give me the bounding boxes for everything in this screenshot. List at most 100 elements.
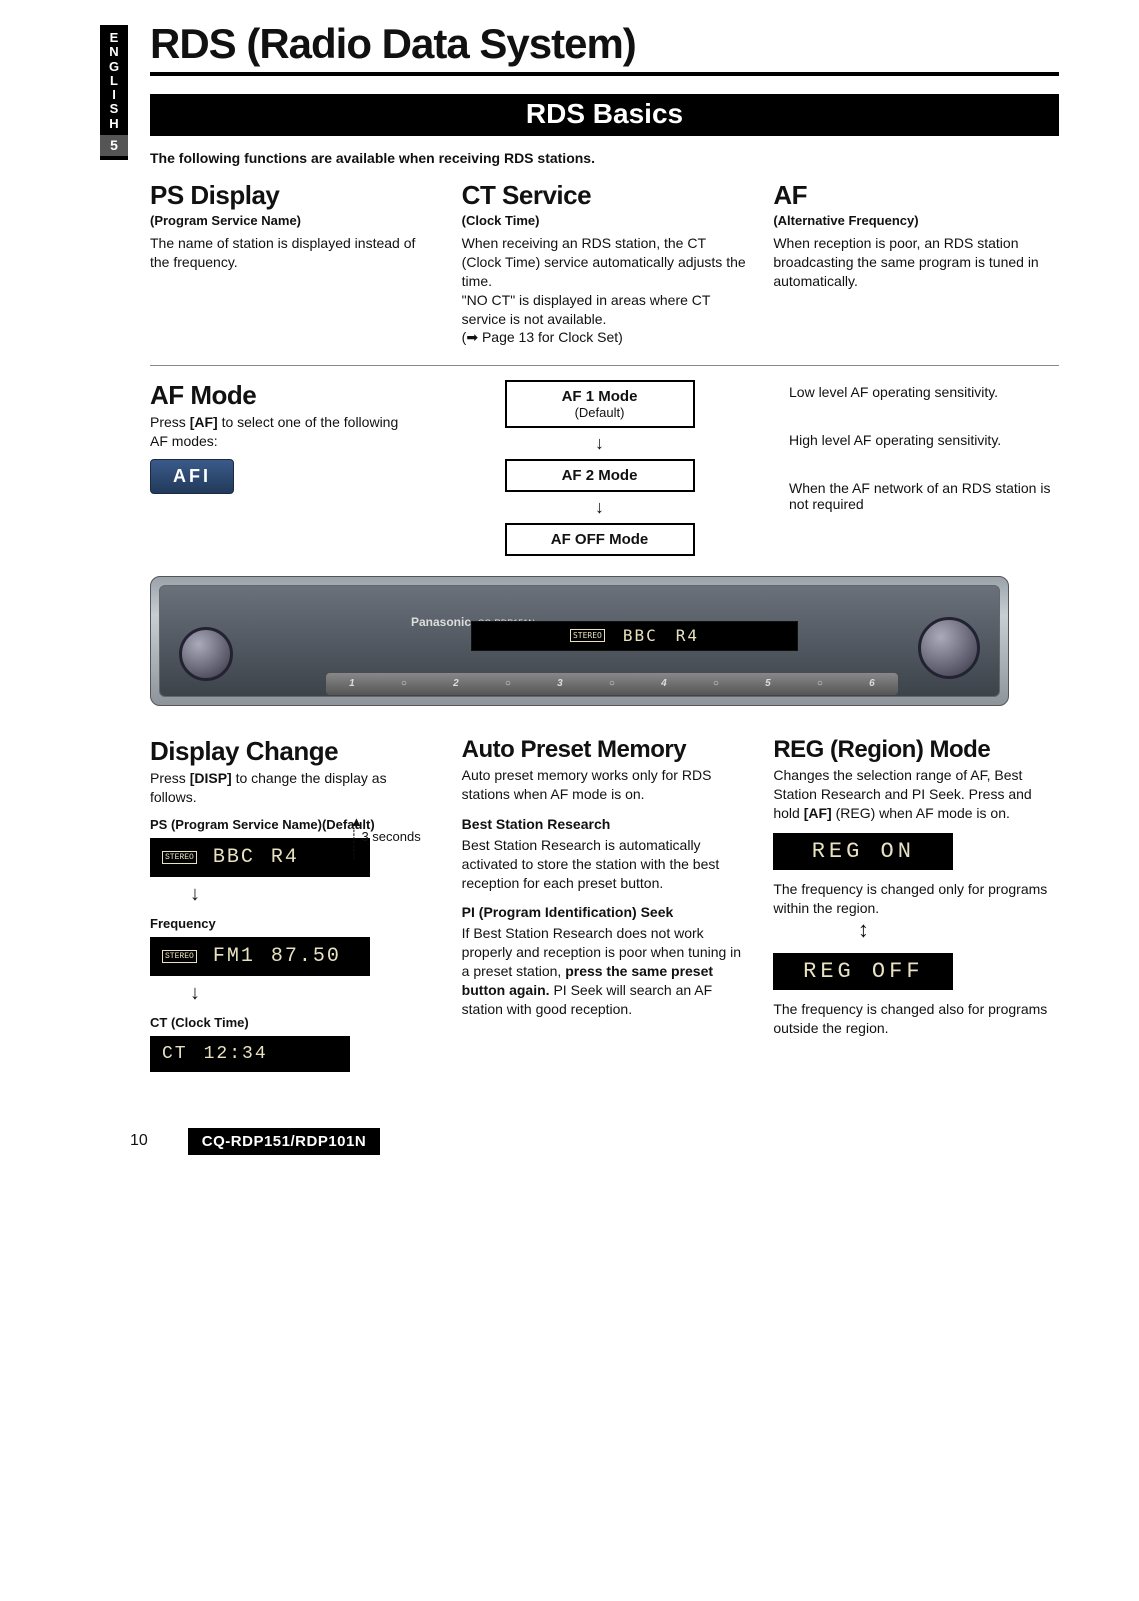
ps-lcd-main: BBC <box>213 846 255 869</box>
preset-num: 6 <box>869 678 875 689</box>
freq-lcd-prefix: FM1 <box>213 945 255 968</box>
reg-intro: Changes the selection range of AF, Best … <box>773 766 1059 823</box>
ct-subhead: (Clock Time) <box>462 213 748 228</box>
lang-letter: S <box>100 102 128 116</box>
lang-section-number: 5 <box>100 135 128 156</box>
preset-buttons-row: 1 ○ 2 ○ 3 ○ 4 ○ 5 ○ 6 <box>326 673 898 695</box>
preset-num: 1 <box>349 678 355 689</box>
arrow-down-icon: ↓ <box>190 883 436 906</box>
af2-desc: High level AF operating sensitivity. <box>789 432 1059 448</box>
tune-knob-icon <box>918 617 980 679</box>
preset-num: 4 <box>661 678 667 689</box>
preset-oval: ○ <box>713 678 719 689</box>
ps-body: The name of station is displayed instead… <box>150 234 436 272</box>
preset-oval: ○ <box>817 678 823 689</box>
reg-on-lcd: REG ON <box>773 833 953 870</box>
reg-column: REG (Region) Mode Changes the selection … <box>773 736 1059 1078</box>
bsr-body: Best Station Research is automatically a… <box>462 836 748 893</box>
language-tab: E N G L I S H 5 <box>100 25 128 160</box>
ct-heading: CT Service <box>462 180 748 211</box>
reg-on-desc: The frequency is changed only for progra… <box>773 880 1059 918</box>
ps-subhead: (Program Service Name) <box>150 213 436 228</box>
af-mode-flow: AF 1 Mode (Default) ↓ AF 2 Mode ↓ AF OFF… <box>430 380 769 556</box>
ps-column: PS Display (Program Service Name) The na… <box>150 180 436 347</box>
dc-pre: Press <box>150 770 190 786</box>
arrow-down-icon: ↓ <box>595 438 604 449</box>
af1-label: AF 1 Mode <box>562 388 638 405</box>
display-change-column: Display Change Press [DISP] to change th… <box>150 736 436 1078</box>
arrow-down-icon: ↓ <box>190 982 436 1005</box>
preset-oval: ○ <box>401 678 407 689</box>
display-change-body: Press [DISP] to change the display as fo… <box>150 769 436 807</box>
lang-letter: G <box>100 60 128 74</box>
af-mode-heading: AF Mode <box>150 380 410 411</box>
stereo-lcd-extra: R4 <box>676 626 699 645</box>
stereo-indicator: STEREO <box>162 851 197 864</box>
reg-key: [AF] <box>804 805 832 821</box>
stereo-indicator: STEREO <box>570 629 605 642</box>
ct-lcd-label: CT (Clock Time) <box>150 1015 436 1030</box>
freq-lcd-value: 87.50 <box>271 945 341 968</box>
page-title: RDS (Radio Data System) <box>150 20 1059 68</box>
timeout-text: 3 seconds <box>361 829 420 844</box>
lang-letter: H <box>100 117 128 131</box>
ps-heading: PS Display <box>150 180 436 211</box>
ct-body: When receiving an RDS station, the CT (C… <box>462 234 748 347</box>
af-mode-descs: Low level AF operating sensitivity. High… <box>789 380 1059 556</box>
apm-intro: Auto preset memory works only for RDS st… <box>462 766 748 804</box>
af-instr-key: [AF] <box>190 414 218 430</box>
dc-key: [DISP] <box>190 770 232 786</box>
lang-letter: I <box>100 88 128 102</box>
timeout-label: ▲┊ 3 seconds┊ <box>350 814 421 861</box>
af-button-graphic: AFI <box>150 459 234 494</box>
updown-arrow-icon: ↕ <box>773 917 953 943</box>
lang-letter: N <box>100 45 128 59</box>
freq-lcd-demo: STEREO FM1 87.50 <box>150 937 370 976</box>
ct-lcd-value: 12:34 <box>204 1044 268 1064</box>
ct-lcd-demo: CT 12:34 <box>150 1036 350 1072</box>
af-mode-left: AF Mode Press [AF] to select one of the … <box>150 380 410 556</box>
reg-post: (REG) when AF mode is on. <box>832 805 1010 821</box>
preset-oval: ○ <box>505 678 511 689</box>
preset-oval: ○ <box>609 678 615 689</box>
stereo-lcd: STEREO BBC R4 <box>471 621 798 651</box>
apm-heading: Auto Preset Memory <box>462 736 748 764</box>
af2-box: AF 2 Mode <box>505 459 695 492</box>
page-number: 10 <box>130 1132 148 1150</box>
brand-label: Panasonic <box>411 615 471 629</box>
section-bar: RDS Basics <box>150 94 1059 136</box>
ps-lcd-demo: STEREO BBC R4 <box>150 838 370 877</box>
lang-letter: E <box>100 31 128 45</box>
af-mode-instruction: Press [AF] to select one of the followin… <box>150 413 410 451</box>
afoff-box: AF OFF Mode <box>505 523 695 556</box>
ct-lcd-prefix: CT <box>162 1044 188 1064</box>
stereo-indicator: STEREO <box>162 950 197 963</box>
preset-num: 3 <box>557 678 563 689</box>
pi-heading: PI (Program Identification) Seek <box>462 904 748 920</box>
display-change-heading: Display Change <box>150 736 436 767</box>
pi-body: If Best Station Research does not work p… <box>462 924 748 1018</box>
apm-column: Auto Preset Memory Auto preset memory wo… <box>462 736 748 1078</box>
reg-off-lcd: REG OFF <box>773 953 953 990</box>
title-divider <box>150 72 1059 76</box>
af-body: When reception is poor, an RDS station b… <box>773 234 1059 291</box>
af-mode-section: AF Mode Press [AF] to select one of the … <box>150 380 1059 556</box>
af-instr-pre: Press <box>150 414 190 430</box>
bsr-heading: Best Station Research <box>462 816 748 832</box>
preset-num: 5 <box>765 678 771 689</box>
af1-box: AF 1 Mode (Default) <box>505 380 695 428</box>
arrow-down-icon: ↓ <box>595 502 604 513</box>
af-heading: AF <box>773 180 1059 211</box>
page-footer: 10 CQ-RDP151/RDP101N <box>100 1128 1059 1155</box>
top-columns: PS Display (Program Service Name) The na… <box>150 180 1059 347</box>
stereo-lcd-station: BBC <box>623 626 658 645</box>
preset-num: 2 <box>453 678 459 689</box>
divider <box>150 365 1059 366</box>
af-column: AF (Alternative Frequency) When receptio… <box>773 180 1059 347</box>
af1-desc: Low level AF operating sensitivity. <box>789 384 1059 400</box>
ct-column: CT Service (Clock Time) When receiving a… <box>462 180 748 347</box>
af1-note: (Default) <box>535 405 665 420</box>
reg-off-desc: The frequency is changed also for progra… <box>773 1000 1059 1038</box>
car-stereo-illustration: Panasonic CQ-RDP151N STEREO BBC R4 1 ○ 2… <box>150 576 1009 706</box>
reg-heading: REG (Region) Mode <box>773 736 1059 764</box>
